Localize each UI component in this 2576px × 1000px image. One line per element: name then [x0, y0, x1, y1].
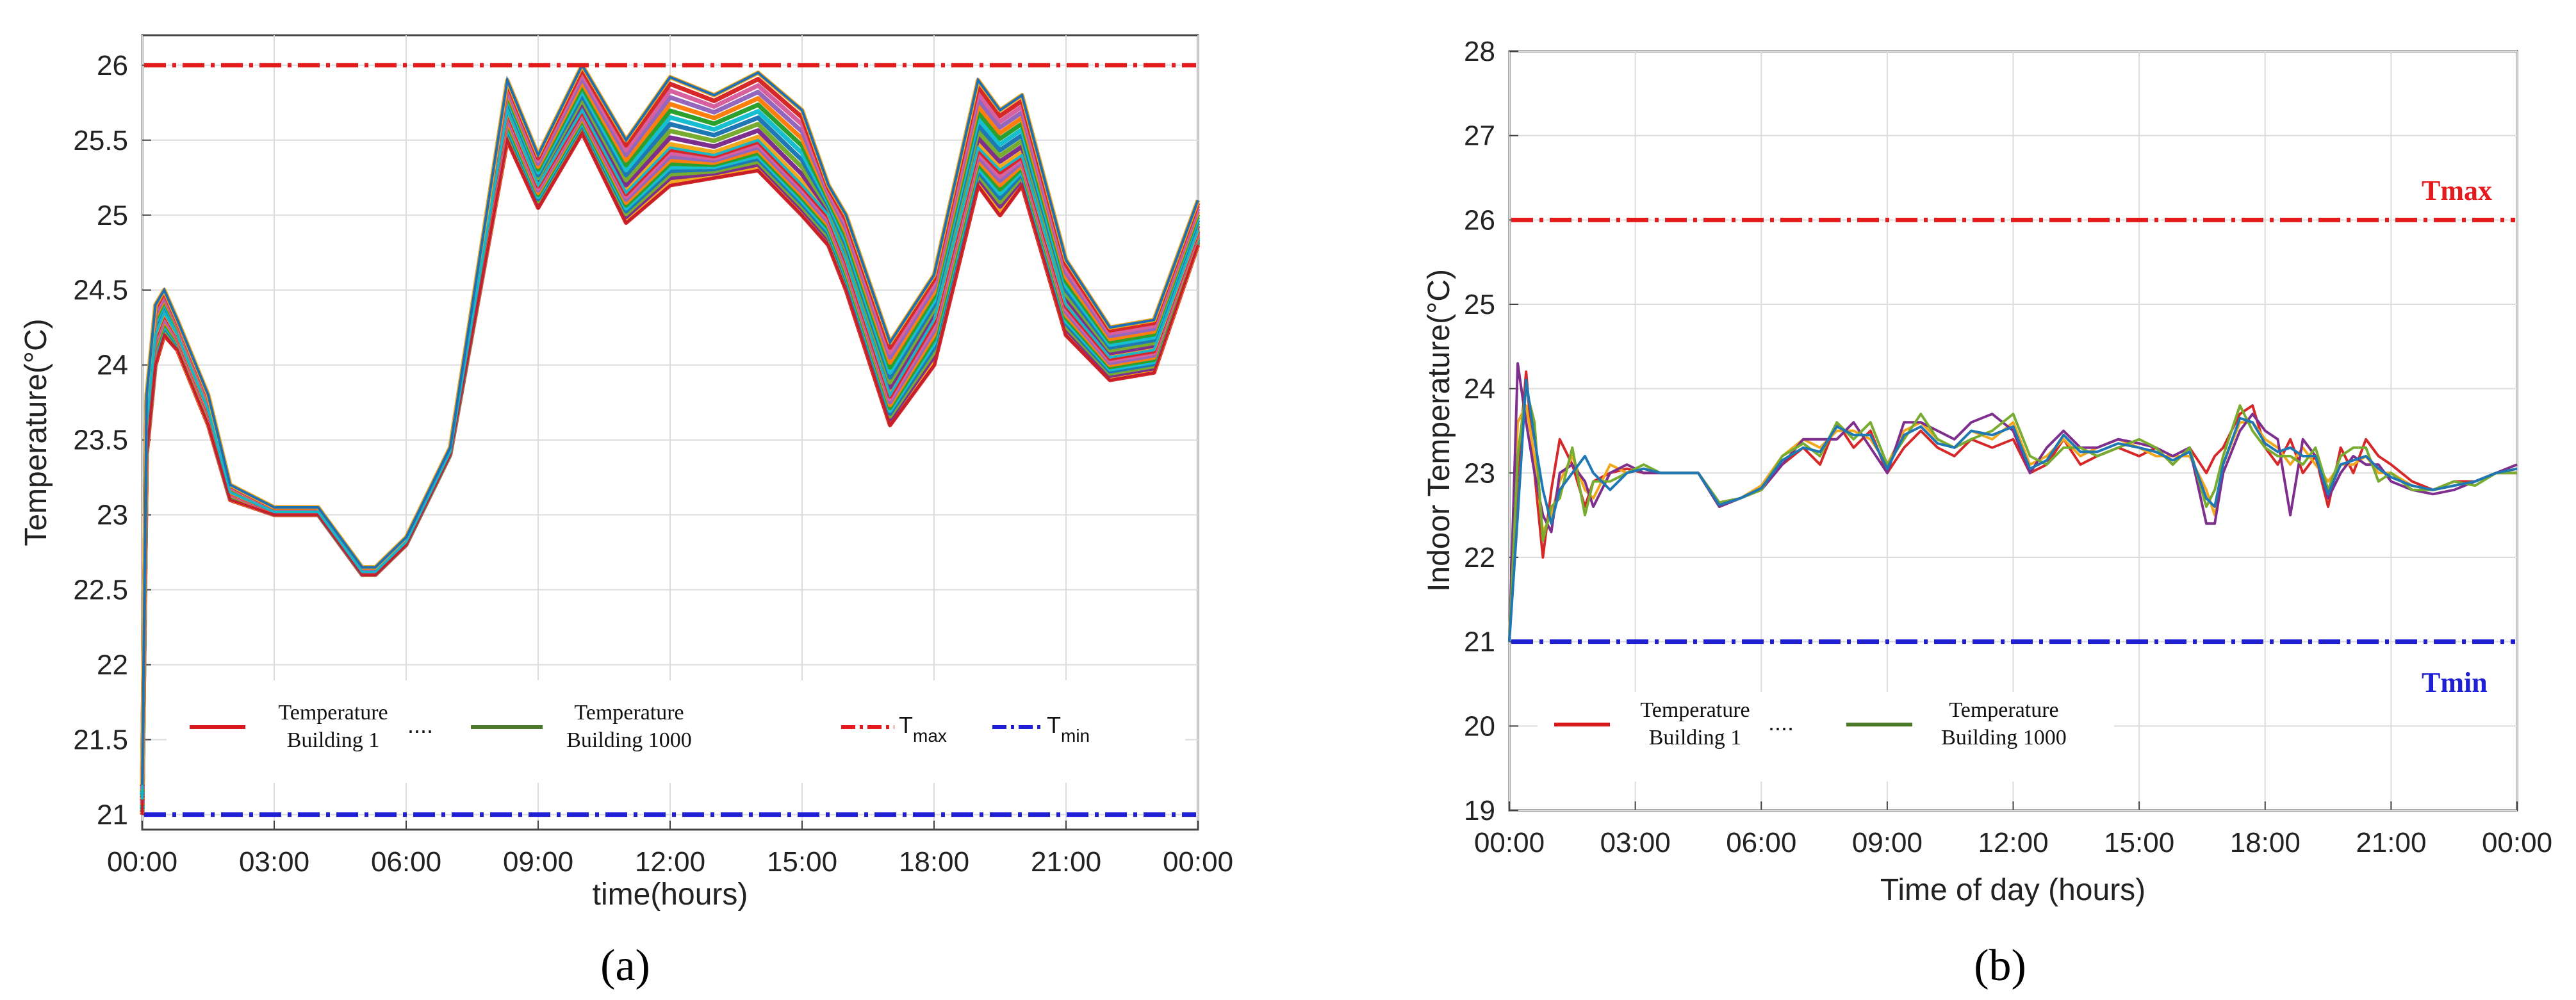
x-tick-label: 12:00 — [635, 846, 705, 878]
y-tick-label: 21 — [97, 799, 128, 831]
chart-a-x-ticks: 00:00 03:00 06:00 09:00 12:00 15:00 18:00 21:00… — [107, 846, 1233, 878]
series-outline-band-low — [141, 129, 1199, 815]
y-tick-label: 26 — [1464, 204, 1495, 236]
x-tick-label: 21:00 — [2356, 827, 2426, 858]
x-tick-label: 09:00 — [503, 846, 573, 878]
y-tick-label: 28 — [1464, 36, 1495, 67]
y-tick-label: 23.5 — [73, 425, 128, 456]
chart-a-y-axis-label: Temperature(°C) — [19, 318, 53, 546]
y-tick-label: 24.5 — [73, 275, 128, 306]
x-tick-label: 03:00 — [1600, 827, 1671, 858]
legend-b-building1-line1: Temperature — [1640, 698, 1750, 722]
legend-b-building1-line2: Building 1 — [1649, 726, 1742, 750]
x-tick-label: 18:00 — [2230, 827, 2301, 858]
series-line-s4 — [1508, 387, 2517, 642]
chart-b-caption: (b) — [1974, 941, 2026, 990]
chart-b-legend-box — [1538, 692, 2114, 782]
x-tick-label: 06:00 — [1726, 827, 1796, 858]
y-tick-label: 24 — [97, 350, 128, 381]
legend-a-building1000-line2: Building 1000 — [566, 728, 692, 752]
y-tick-label: 27 — [1464, 120, 1495, 152]
chart-b-y-ticks: 19 20 21 22 23 24 25 26 27 28 — [1464, 36, 1495, 826]
x-tick-label: 12:00 — [1978, 827, 2048, 858]
chart-a: 00:00 03:00 06:00 09:00 12:00 15:00 18:00 21:00… — [19, 34, 1233, 990]
chart-b-y-axis-label: Indoor Temperature(°C) — [1422, 269, 1456, 592]
chart-a-series — [140, 62, 1201, 815]
y-tick-label: 21 — [1464, 627, 1495, 658]
y-tick-label: 22 — [1464, 542, 1495, 573]
chart-a-x-axis-label: time(hours) — [593, 878, 748, 912]
chart-b-tmax-annotation: Tmax — [2422, 175, 2492, 206]
y-tick-label: 24 — [1464, 373, 1495, 405]
chart-a-legend: Temperature Building 1 .... Temperature … — [167, 680, 1185, 783]
y-tick-label: 19 — [1464, 795, 1495, 826]
legend-a-building1000-line1: Temperature — [574, 701, 684, 725]
x-tick-label: 18:00 — [899, 846, 969, 878]
legend-b-building1000-line2: Building 1000 — [1941, 726, 2067, 750]
chart-a-legend-box — [167, 680, 1185, 783]
legend-a-ellipsis: .... — [407, 712, 433, 738]
chart-b-x-ticks: 00:00 03:00 06:00 09:00 12:00 15:00 18:00 21:00… — [1474, 827, 2552, 858]
chart-a-y-ticks: 21 21.5 22 22.5 23 23.5 24 24.5 25 25.5 26 — [73, 50, 128, 831]
x-tick-label: 00:00 — [2482, 827, 2552, 858]
y-tick-label: 23 — [97, 500, 128, 531]
legend-a-tmax-label: Tmax — [899, 712, 947, 746]
series-line-s5 — [1508, 379, 2518, 642]
chart-b-tmin-annotation: Tmin — [2422, 667, 2488, 698]
series-line-s3 — [1508, 362, 2518, 642]
legend-b-ellipsis: .... — [1768, 709, 1794, 735]
x-tick-label: 15:00 — [767, 846, 837, 878]
y-tick-label: 23 — [1464, 457, 1495, 489]
chart-b-x-axis-label: Time of day (hours) — [1880, 873, 2145, 907]
y-tick-label: 22.5 — [73, 575, 128, 606]
x-tick-label: 21:00 — [1031, 846, 1101, 878]
series-outline-band-mid — [141, 105, 1199, 800]
legend-a-building1-line1: Temperature — [278, 701, 388, 725]
x-tick-label: 06:00 — [371, 846, 441, 878]
legend-a-building1-line2: Building 1 — [287, 728, 380, 752]
chart-a-caption: (a) — [600, 941, 650, 990]
y-tick-label: 22 — [97, 650, 128, 681]
y-tick-label: 25 — [97, 200, 128, 231]
y-tick-label: 25 — [1464, 289, 1495, 320]
chart-b-legend: Temperature Building 1 .... Temperature … — [1538, 692, 2114, 782]
legend-b-building1000-line1: Temperature — [1949, 698, 2058, 722]
y-tick-label: 21.5 — [73, 725, 128, 756]
x-tick-label: 00:00 — [1163, 846, 1233, 878]
chart-b: 00:00 03:00 06:00 09:00 12:00 15:00 18:00 21:00… — [1422, 36, 2552, 990]
series-outline-band-high — [141, 62, 1199, 785]
chart-b-series — [1508, 362, 2518, 642]
x-tick-label: 00:00 — [1474, 827, 1545, 858]
y-tick-label: 26 — [97, 50, 128, 81]
x-tick-label: 00:00 — [107, 846, 177, 878]
legend-a-tmin-label: Tmin — [1047, 712, 1090, 746]
y-tick-label: 20 — [1464, 710, 1495, 742]
x-tick-label: 09:00 — [1852, 827, 1923, 858]
x-tick-label: 03:00 — [239, 846, 309, 878]
y-tick-label: 25.5 — [73, 125, 128, 156]
x-tick-label: 15:00 — [2104, 827, 2174, 858]
